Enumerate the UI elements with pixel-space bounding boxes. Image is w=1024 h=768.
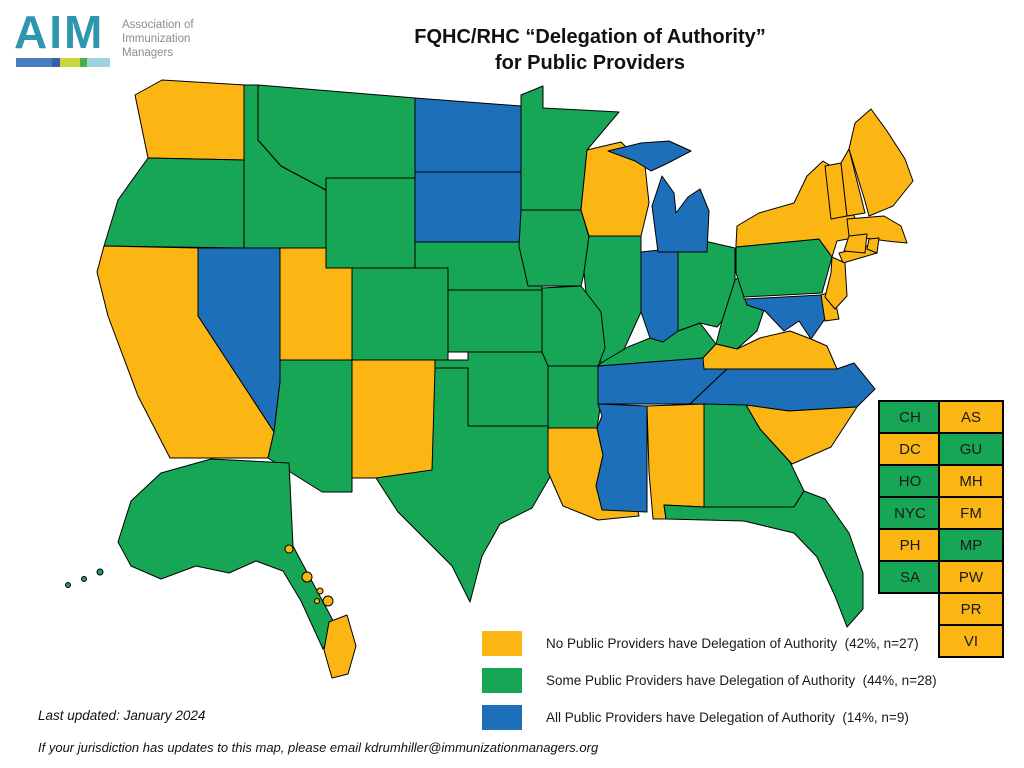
tagline-line: Managers: [122, 47, 174, 59]
state-ME-shape: [848, 108, 914, 217]
logo-bar-segment: [16, 58, 52, 67]
state-HI-oahu-island: [301, 571, 313, 583]
state-CO-shape: [351, 267, 449, 361]
legend-label: All Public Providers have Delegation of …: [546, 710, 909, 725]
logo-bar-segment: [52, 58, 60, 67]
legend-item: All Public Providers have Delegation of …: [482, 705, 937, 730]
aim-logo-tagline: Association of Immunization Managers: [122, 18, 194, 60]
logo-bar-segment: [80, 58, 87, 67]
logo-bar-segment: [60, 58, 80, 67]
state-AR-shape: [547, 365, 605, 429]
territory-cell-PR: PR: [938, 592, 1004, 626]
state-ND-shape: [414, 97, 522, 173]
aim-logo-color-bar: [16, 58, 110, 67]
territory-cell-NYC: NYC: [878, 496, 942, 530]
state-MO-shape: [541, 285, 606, 367]
territory-cell-AS: AS: [938, 400, 1004, 434]
state-MS-shape: [595, 403, 648, 513]
territory-grid-left-column: CH DC HO NYC PH SA: [878, 400, 942, 594]
territory-cell-PH: PH: [878, 528, 942, 562]
state-HI-lanai-island: [314, 598, 320, 604]
state-AK-shape: [117, 458, 337, 650]
legend-label: No Public Providers have Delegation of A…: [546, 636, 919, 651]
state-WA-shape: [134, 79, 246, 161]
territory-cell-HO: HO: [878, 464, 942, 498]
legend-swatch-some: [482, 668, 522, 693]
logo-bar-segment: [87, 58, 110, 67]
state-AL-shape: [646, 403, 705, 520]
state-WI-shape: [580, 141, 650, 237]
page-title-line1: FQHC/RHC “Delegation of Authority”: [414, 26, 766, 48]
state-CA-shape: [96, 245, 275, 459]
legend-swatch-all: [482, 705, 522, 730]
last-updated-text: Last updated: January 2024: [38, 708, 206, 723]
state-SD-shape: [414, 171, 522, 243]
territory-cell-GU: GU: [938, 432, 1004, 466]
aim-logo: AIM: [14, 6, 124, 67]
state-MI-upper-peninsula-shape: [607, 140, 692, 172]
state-PA-shape: [735, 238, 833, 298]
state-WV-shape: [715, 272, 768, 350]
aim-logo-text: AIM: [14, 6, 105, 58]
page-title-line2: for Public Providers: [494, 52, 686, 74]
territory-cell-VI: VI: [938, 624, 1004, 658]
contact-text: If your jurisdiction has updates to this…: [38, 740, 599, 755]
legend-swatch-no: [482, 631, 522, 656]
state-HI-kauai-island: [284, 544, 294, 554]
state-CT-shape: [843, 233, 868, 254]
map-legend: No Public Providers have Delegation of A…: [482, 631, 937, 742]
state-KS-shape: [447, 289, 543, 353]
state-HI-big-island-shape: [323, 614, 357, 679]
territory-cell-SA: SA: [878, 560, 942, 594]
territory-cell-FM: FM: [938, 496, 1004, 530]
state-NJ-shape: [824, 256, 848, 310]
state-OR-shape: [103, 157, 245, 249]
tagline-line: Association of: [122, 19, 194, 31]
state-NH-shape: [840, 148, 866, 217]
state-HI-maui-island: [322, 595, 334, 607]
state-TX-shape: [375, 367, 555, 603]
territory-cell-CH: CH: [878, 400, 942, 434]
state-WY-shape: [325, 177, 416, 269]
tagline-line: Immunization: [122, 33, 191, 45]
territory-cell-PW: PW: [938, 560, 1004, 594]
state-HI-molokai-island: [316, 587, 324, 595]
legend-item: No Public Providers have Delegation of A…: [482, 631, 937, 656]
state-AK-aleutian-island: [65, 582, 71, 588]
territory-cell-MH: MH: [938, 464, 1004, 498]
state-shapes: [65, 79, 914, 679]
state-RI-shape: [866, 237, 880, 254]
state-MI-mitten-shape: [651, 175, 710, 253]
legend-label: Some Public Providers have Delegation of…: [546, 673, 937, 688]
page-title: FQHC/RHC “Delegation of Authority” for P…: [330, 24, 850, 76]
state-IN-shape: [640, 247, 679, 343]
legend-item: Some Public Providers have Delegation of…: [482, 668, 937, 693]
state-NM-shape: [351, 359, 436, 479]
state-FL-shape: [663, 490, 864, 628]
territory-grid-right-column: AS GU MH FM MP PW PR VI: [938, 400, 1004, 658]
state-IA-shape: [518, 209, 592, 287]
state-AK-aleutian-island: [96, 568, 104, 576]
territory-cell-DC: DC: [878, 432, 942, 466]
state-AK-aleutian-island: [81, 576, 87, 582]
territory-cell-MP: MP: [938, 528, 1004, 562]
